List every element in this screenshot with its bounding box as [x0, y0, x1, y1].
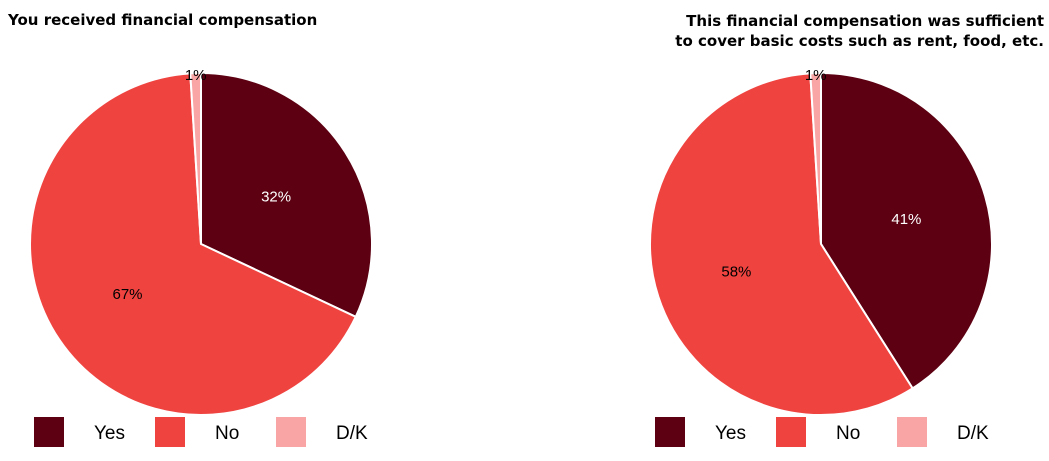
legend-label-dk: D/K [957, 423, 989, 444]
slice-label-dk: 1% [185, 67, 207, 84]
legend-swatch-yes [655, 417, 685, 447]
slice-label-no: 58% [721, 264, 751, 281]
legend-swatch-no [155, 417, 185, 447]
chart-title-right-line-1: This financial compensation was sufficie… [686, 12, 1044, 30]
slice-label-yes: 41% [891, 211, 921, 228]
chart-title-right: This financial compensation was sufficie… [675, 11, 1044, 51]
legend-swatch-dk [276, 417, 306, 447]
legend-swatch-no [776, 417, 806, 447]
legend-swatch-yes [34, 417, 64, 447]
slice-label-no: 67% [112, 286, 142, 303]
pie-slice-no [649, 72, 915, 417]
legend-label-yes: Yes [715, 423, 746, 444]
pie-slice-yes [200, 71, 374, 319]
legend-swatch-dk [897, 417, 927, 447]
slice-label-yes: 32% [261, 188, 291, 205]
pie-chart-left: 32% 67% 1% Yes No D/K [29, 67, 374, 447]
legend-label-yes: Yes [94, 423, 125, 444]
legend: Yes No D/K [34, 417, 368, 447]
legend-label-dk: D/K [336, 423, 368, 444]
pie-slice-dk [809, 71, 822, 245]
pie-chart-right: 41% 58% 1% Yes No D/K [649, 67, 994, 447]
chart-title-right-line-2: to cover basic costs such as rent, food,… [675, 32, 1044, 50]
pie-slice-dk [189, 71, 202, 245]
chart-title-left: You received financial compensation [8, 11, 318, 29]
legend-label-no: No [836, 423, 860, 444]
slice-label-dk: 1% [805, 67, 827, 84]
legend: Yes No D/K [655, 417, 989, 447]
legend-label-no: No [215, 423, 239, 444]
pie-slice-no [29, 72, 358, 417]
